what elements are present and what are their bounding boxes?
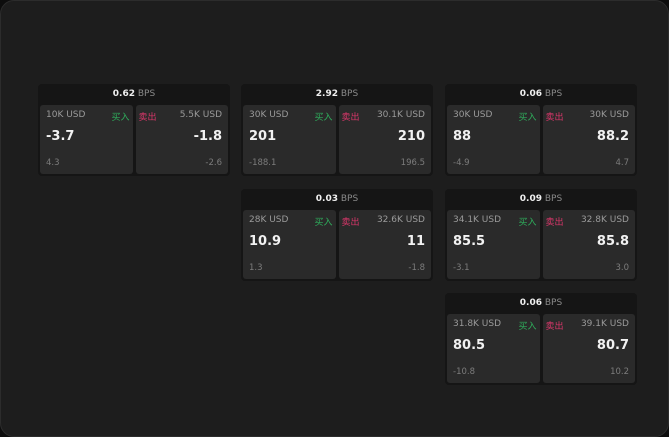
buy-button[interactable]: 30K USD 买入 88 -4.9 bbox=[447, 105, 540, 174]
price-tile: 0.03 BPS 28K USD 买入 10.9 1.3 卖出 32.6K US… bbox=[241, 189, 433, 281]
bid-size: 28K USD bbox=[249, 215, 289, 225]
bid-size: 30K USD bbox=[249, 110, 289, 120]
buy-button[interactable]: 31.8K USD 买入 80.5 -10.8 bbox=[447, 314, 540, 383]
bid-change: 4.3 bbox=[46, 158, 60, 168]
sell-label: 卖出 bbox=[138, 113, 157, 123]
spread-unit: BPS bbox=[340, 194, 359, 204]
sell-button[interactable]: 卖出 32.8K USD 85.8 3.0 bbox=[542, 210, 635, 279]
buy-button[interactable]: 10K USD 买入 -3.7 4.3 bbox=[40, 105, 133, 174]
bid-price: 85.5 bbox=[453, 234, 486, 249]
bid-change: 1.3 bbox=[249, 263, 263, 273]
ask-change: 4.7 bbox=[615, 158, 629, 168]
spread-unit: BPS bbox=[544, 298, 563, 308]
buy-label: 买入 bbox=[518, 218, 537, 228]
bid-change: -4.9 bbox=[453, 158, 470, 168]
price-tile: 2.92 BPS 30K USD 买入 201 -188.1 卖出 30.1K … bbox=[241, 84, 433, 176]
spread-value: 0.09 bbox=[519, 194, 542, 204]
bid-change: -10.8 bbox=[453, 367, 475, 377]
sell-label: 卖出 bbox=[545, 113, 564, 123]
spread-value: 0.03 bbox=[315, 194, 338, 204]
bid-change: -188.1 bbox=[249, 158, 277, 168]
price-tile: 0.62 BPS 10K USD 买入 -3.7 4.3 卖出 5.5K USD… bbox=[38, 84, 230, 176]
price-tile: 0.06 BPS 30K USD 买入 88 -4.9 卖出 30K USD 8… bbox=[445, 84, 637, 176]
sell-button[interactable]: 卖出 32.6K USD 11 -1.8 bbox=[338, 210, 431, 279]
bid-size: 30K USD bbox=[453, 110, 493, 120]
spread-value: 0.06 bbox=[519, 89, 542, 99]
price-tile: 0.09 BPS 34.1K USD 买入 85.5 -3.1 卖出 32.8K… bbox=[445, 189, 637, 281]
spread-header: 2.92 BPS bbox=[241, 84, 433, 104]
ask-change: -2.6 bbox=[205, 158, 222, 168]
ask-size: 32.8K USD bbox=[580, 215, 629, 225]
buy-label: 买入 bbox=[314, 113, 333, 123]
sell-button[interactable]: 卖出 30.1K USD 210 196.5 bbox=[338, 105, 431, 174]
sell-button[interactable]: 卖出 30K USD 88.2 4.7 bbox=[542, 105, 635, 174]
spread-header: 0.62 BPS bbox=[38, 84, 230, 104]
ask-price: 210 bbox=[397, 129, 425, 144]
price-tile: 0.06 BPS 31.8K USD 买入 80.5 -10.8 卖出 39.1… bbox=[445, 293, 637, 385]
spread-unit: BPS bbox=[340, 89, 359, 99]
spread-unit: BPS bbox=[544, 194, 563, 204]
ask-price: 85.8 bbox=[596, 234, 629, 249]
ask-size: 30K USD bbox=[589, 110, 629, 120]
ask-change: 3.0 bbox=[615, 263, 629, 273]
bid-price: 88 bbox=[453, 129, 472, 144]
ask-size: 5.5K USD bbox=[179, 110, 222, 120]
buy-label: 买入 bbox=[314, 218, 333, 228]
ask-change: 10.2 bbox=[610, 367, 629, 377]
ask-price: 80.7 bbox=[596, 338, 629, 353]
spread-header: 0.03 BPS bbox=[241, 189, 433, 209]
buy-button[interactable]: 28K USD 买入 10.9 1.3 bbox=[243, 210, 336, 279]
buy-label: 买入 bbox=[111, 113, 130, 123]
ask-change: -1.8 bbox=[408, 263, 425, 273]
spread-header: 0.06 BPS bbox=[445, 293, 637, 313]
bid-size: 31.8K USD bbox=[453, 319, 502, 329]
ask-price: 88.2 bbox=[596, 129, 629, 144]
buy-button[interactable]: 30K USD 买入 201 -188.1 bbox=[243, 105, 336, 174]
buy-button[interactable]: 34.1K USD 买入 85.5 -3.1 bbox=[447, 210, 540, 279]
bid-size: 34.1K USD bbox=[453, 215, 502, 225]
ask-price: -1.8 bbox=[193, 129, 222, 144]
sell-label: 卖出 bbox=[545, 322, 564, 332]
sell-button[interactable]: 卖出 5.5K USD -1.8 -2.6 bbox=[135, 105, 228, 174]
spread-header: 0.09 BPS bbox=[445, 189, 637, 209]
spread-unit: BPS bbox=[544, 89, 563, 99]
spread-unit: BPS bbox=[137, 89, 156, 99]
sell-label: 卖出 bbox=[545, 218, 564, 228]
sell-label: 卖出 bbox=[341, 113, 360, 123]
bid-price: -3.7 bbox=[46, 129, 75, 144]
sell-button[interactable]: 卖出 39.1K USD 80.7 10.2 bbox=[542, 314, 635, 383]
ask-size: 30.1K USD bbox=[376, 110, 425, 120]
bid-size: 10K USD bbox=[46, 110, 86, 120]
buy-label: 买入 bbox=[518, 322, 537, 332]
ask-size: 32.6K USD bbox=[376, 215, 425, 225]
buy-label: 买入 bbox=[518, 113, 537, 123]
spread-header: 0.06 BPS bbox=[445, 84, 637, 104]
bid-change: -3.1 bbox=[453, 263, 470, 273]
bid-price: 80.5 bbox=[453, 338, 486, 353]
spread-value: 0.62 bbox=[112, 89, 135, 99]
spread-value: 0.06 bbox=[519, 298, 542, 308]
spread-value: 2.92 bbox=[315, 89, 338, 99]
bid-price: 201 bbox=[249, 129, 277, 144]
ask-size: 39.1K USD bbox=[580, 319, 629, 329]
ask-price: 11 bbox=[406, 234, 425, 249]
bid-price: 10.9 bbox=[249, 234, 282, 249]
sell-label: 卖出 bbox=[341, 218, 360, 228]
ask-change: 196.5 bbox=[400, 158, 425, 168]
